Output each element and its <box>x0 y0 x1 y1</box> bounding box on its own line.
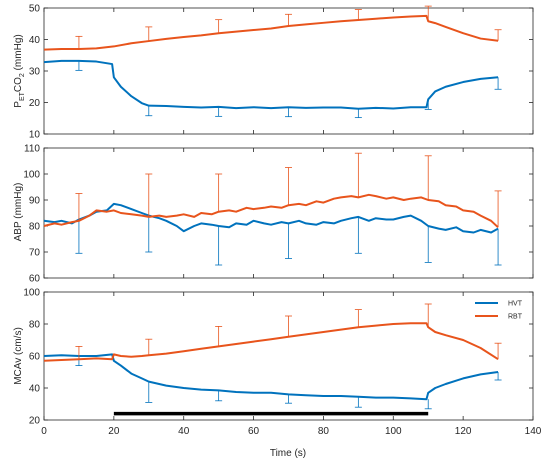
abp-y-tick-label: 80 <box>29 222 41 233</box>
legend-label-rbt: RBT <box>508 314 523 321</box>
abp-hvt-line <box>43 202 499 234</box>
abp-rbt-line <box>43 193 499 229</box>
abp-plot-frame <box>43 147 534 279</box>
abp-y-tick-label: 60 <box>29 274 41 285</box>
mcav-y-tick-label: 20 <box>29 416 41 427</box>
x-tick-label: 120 <box>455 426 472 437</box>
x-tick-label: 140 <box>525 426 542 437</box>
abp-y-tick-label: 110 <box>24 144 40 155</box>
x-tick-label: 60 <box>248 426 260 437</box>
x-tick-label: 40 <box>178 426 190 437</box>
mcav-y-tick-label: 60 <box>29 352 41 363</box>
petco2-y-tick-label: 10 <box>29 130 41 141</box>
x-tick-label: 80 <box>318 426 330 437</box>
mcav-y-tick-label: 80 <box>29 320 41 331</box>
abp-y-tick-label: 70 <box>29 248 41 259</box>
mcav-rbt-line <box>43 322 499 362</box>
legend-box <box>468 296 530 323</box>
x-tick-label: 100 <box>385 426 402 437</box>
x-axis-title: Time (s) <box>270 448 306 459</box>
abp-y-tick-label: 90 <box>29 196 41 207</box>
petco2-y-axis-title: PETCO2 (mmHg) <box>13 34 26 107</box>
abp-y-tick-label: 100 <box>23 170 40 181</box>
petco2-y-tick-label: 20 <box>29 98 41 109</box>
petco2-y-tick-label: 50 <box>29 4 41 15</box>
x-tick-label: 20 <box>108 426 120 437</box>
abp-y-axis-title: ABP (mmHg) <box>13 183 24 242</box>
abp-panel: ABP (mmHg) 60 70 80 90 100 110 <box>13 144 534 285</box>
legend-label-hvt: HVT <box>508 301 523 308</box>
legend: HVT RBT <box>468 296 530 323</box>
mcav-y-axis-title: MCAv (cm/s) <box>13 327 24 385</box>
petco2-y-tick-label: 30 <box>29 67 41 78</box>
petco2-panel: PETCO2 (mmHg) 10 20 30 40 50 <box>13 4 534 141</box>
mcav-y-tick-label: 100 <box>23 288 40 299</box>
mcav-hvt-line <box>43 353 499 401</box>
petco2-y-tick-label: 40 <box>29 35 41 46</box>
mcav-y-tick-label: 40 <box>29 384 41 395</box>
petco2-rbt-line <box>43 14 499 51</box>
petco2-hvt-line <box>43 59 499 110</box>
x-tick-label: 0 <box>41 426 47 437</box>
